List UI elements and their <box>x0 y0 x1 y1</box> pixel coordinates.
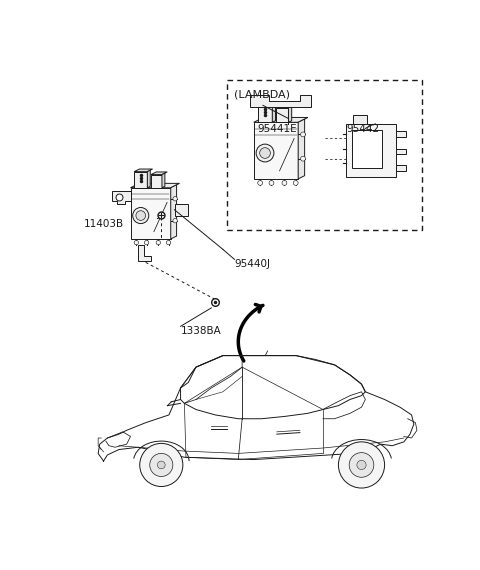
Bar <box>396 131 406 137</box>
Circle shape <box>269 181 274 185</box>
Polygon shape <box>112 192 131 204</box>
Polygon shape <box>162 173 165 188</box>
Circle shape <box>140 443 183 487</box>
Text: 95441E: 95441E <box>258 124 297 134</box>
Circle shape <box>132 207 149 223</box>
Bar <box>276 108 288 123</box>
Bar <box>134 172 147 188</box>
Polygon shape <box>134 169 153 172</box>
Bar <box>151 174 162 188</box>
Polygon shape <box>250 95 312 107</box>
Circle shape <box>300 132 305 137</box>
Polygon shape <box>175 204 188 215</box>
Bar <box>258 104 272 123</box>
Circle shape <box>144 241 149 245</box>
Polygon shape <box>151 172 167 174</box>
Circle shape <box>282 181 287 185</box>
Bar <box>353 115 367 124</box>
Circle shape <box>167 241 171 245</box>
Circle shape <box>260 148 270 158</box>
Circle shape <box>134 241 139 245</box>
Circle shape <box>156 241 160 245</box>
Polygon shape <box>254 117 308 123</box>
Text: 95442: 95442 <box>346 124 379 134</box>
Polygon shape <box>138 245 151 261</box>
Circle shape <box>293 181 298 185</box>
Bar <box>254 123 298 179</box>
Bar <box>227 80 421 230</box>
Polygon shape <box>171 185 177 239</box>
Circle shape <box>173 197 177 201</box>
Bar <box>346 124 396 177</box>
Circle shape <box>136 211 145 221</box>
Circle shape <box>338 442 384 488</box>
Text: (LAMBDA): (LAMBDA) <box>234 90 290 100</box>
Polygon shape <box>298 119 305 179</box>
Circle shape <box>349 453 374 477</box>
Polygon shape <box>288 106 292 123</box>
Bar <box>131 188 171 239</box>
Bar <box>396 165 406 170</box>
Polygon shape <box>258 101 278 104</box>
Bar <box>396 149 406 154</box>
Text: 11403B: 11403B <box>84 218 124 229</box>
Text: 1338BA: 1338BA <box>180 327 221 336</box>
Circle shape <box>157 461 165 469</box>
Circle shape <box>300 156 305 161</box>
Polygon shape <box>276 105 294 108</box>
Bar <box>352 129 382 169</box>
Circle shape <box>357 461 366 470</box>
Polygon shape <box>147 170 150 188</box>
Polygon shape <box>272 103 276 123</box>
Circle shape <box>173 218 177 223</box>
Circle shape <box>258 181 263 185</box>
Text: 95440J: 95440J <box>234 259 270 270</box>
Circle shape <box>150 453 173 477</box>
Circle shape <box>256 144 274 162</box>
Polygon shape <box>131 184 180 188</box>
